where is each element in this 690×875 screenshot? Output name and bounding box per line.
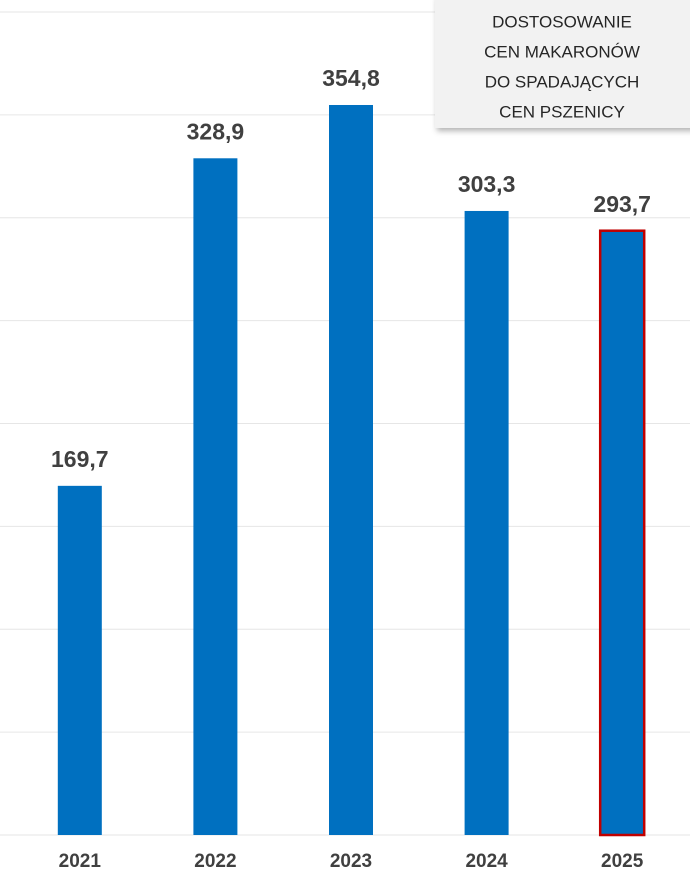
x-tick-label: 2024 (465, 851, 508, 872)
annotation-text: CEN PSZENICY (499, 102, 625, 121)
annotation-text: DOSTOSOWANIE (492, 12, 632, 31)
x-tick-label: 2023 (330, 851, 372, 872)
x-tick-label: 2025 (601, 851, 644, 872)
x-tick-label: 2021 (59, 851, 102, 872)
value-label: 354,8 (322, 65, 380, 91)
value-label: 293,7 (593, 191, 651, 217)
bar (464, 210, 509, 835)
value-label: 169,7 (51, 446, 109, 472)
value-label: 303,3 (458, 171, 516, 197)
bar (598, 229, 646, 837)
annotation-text: CEN MAKARONÓW (484, 42, 640, 61)
annotation-box (435, 0, 690, 128)
bar (57, 485, 102, 835)
annotation-text: DO SPADAJĄCYCH (485, 72, 640, 91)
value-label: 328,9 (187, 118, 245, 144)
bar (193, 158, 238, 835)
bar (329, 104, 373, 835)
x-tick-label: 2022 (194, 851, 236, 872)
